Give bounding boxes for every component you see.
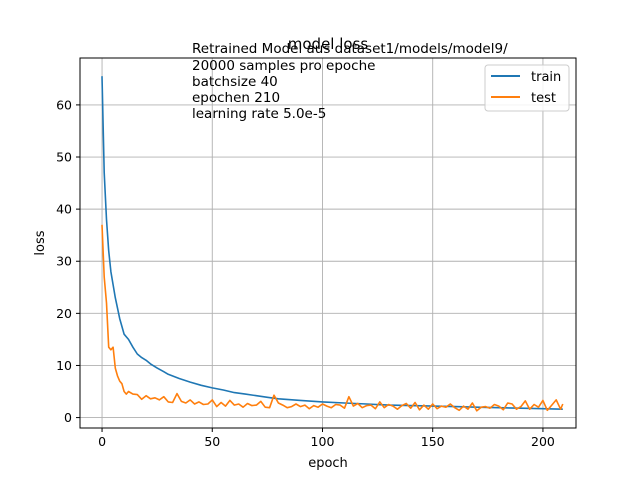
legend-label-test: test <box>531 91 556 106</box>
annotation-line: learning rate 5.0e-5 <box>192 106 326 122</box>
chart-title: model loss <box>288 35 369 53</box>
x-tick-label: 200 <box>531 434 555 449</box>
annotation-block: Retrained Model aus dataset1/models/mode… <box>192 41 508 122</box>
legend-label-train: train <box>531 70 561 85</box>
x-tick-label: 0 <box>98 434 106 449</box>
y-tick-label: 30 <box>56 254 72 269</box>
series-layer <box>101 76 564 412</box>
y-tick-label: 10 <box>56 358 72 373</box>
series-line-train <box>101 76 563 410</box>
annotation-line: 20000 samples pro epoche <box>192 58 375 74</box>
y-tick-label: 40 <box>56 202 72 217</box>
x-tick-label: 100 <box>311 434 335 449</box>
x-axis-ticks: 0 50 100 150 200 <box>98 428 555 449</box>
y-tick-label: 50 <box>56 150 72 165</box>
x-axis-label: epoch <box>308 456 348 471</box>
y-tick-label: 60 <box>56 97 72 112</box>
series-line-test <box>101 224 564 412</box>
y-tick-label: 20 <box>56 306 72 321</box>
legend: train test <box>484 64 570 112</box>
y-axis-ticks: 0 10 20 30 40 50 60 <box>56 97 80 425</box>
y-tick-label: 0 <box>64 410 72 425</box>
annotation-line: Retrained Model aus dataset1/models/mode… <box>192 41 508 57</box>
x-tick-label: 50 <box>204 434 220 449</box>
x-tick-label: 150 <box>421 434 445 449</box>
annotation-line: batchsize 40 <box>192 74 278 90</box>
grid <box>80 58 576 428</box>
y-axis-label: loss <box>33 230 48 255</box>
annotation-line: epochen 210 <box>192 90 280 106</box>
axes-frame <box>79 57 577 429</box>
